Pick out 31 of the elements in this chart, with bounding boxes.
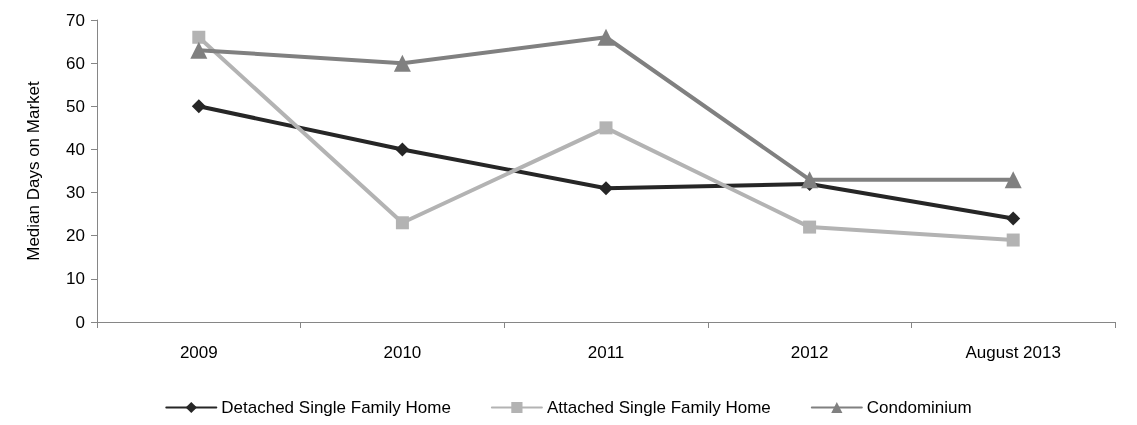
x-tick-label: 2010 (383, 343, 422, 362)
point (191, 99, 206, 114)
x-tick-label: 2011 (587, 343, 625, 362)
point (1006, 211, 1021, 226)
y-tick-label: 70 (66, 10, 85, 30)
point (190, 41, 208, 59)
point (597, 28, 615, 46)
y-axis-title: Median Days on Market (24, 80, 43, 261)
x-tick-label: August 2013 (965, 343, 1061, 362)
legend-label: Attached Single Family Home (546, 398, 771, 417)
x-tick-label: 2009 (179, 343, 218, 362)
point (1006, 233, 1020, 247)
point (1004, 171, 1022, 189)
legend-label: Condominium (866, 398, 972, 417)
y-tick-label: 10 (66, 269, 85, 289)
y-tick-label: 30 (66, 183, 85, 203)
point (803, 220, 817, 234)
y-tick-label: 50 (66, 96, 85, 116)
y-tick-label: 20 (66, 226, 85, 246)
point (192, 30, 206, 44)
legend-label: Detached Single Family Home (221, 398, 451, 417)
point (395, 142, 410, 157)
point (395, 216, 409, 230)
y-tick-label: 40 (66, 139, 85, 159)
x-tick-label: 2012 (790, 343, 829, 362)
point (801, 171, 819, 189)
point (393, 54, 411, 72)
point (599, 121, 613, 135)
y-tick-label: 60 (66, 53, 85, 73)
point (599, 181, 613, 196)
y-tick-label: 0 (75, 312, 85, 332)
